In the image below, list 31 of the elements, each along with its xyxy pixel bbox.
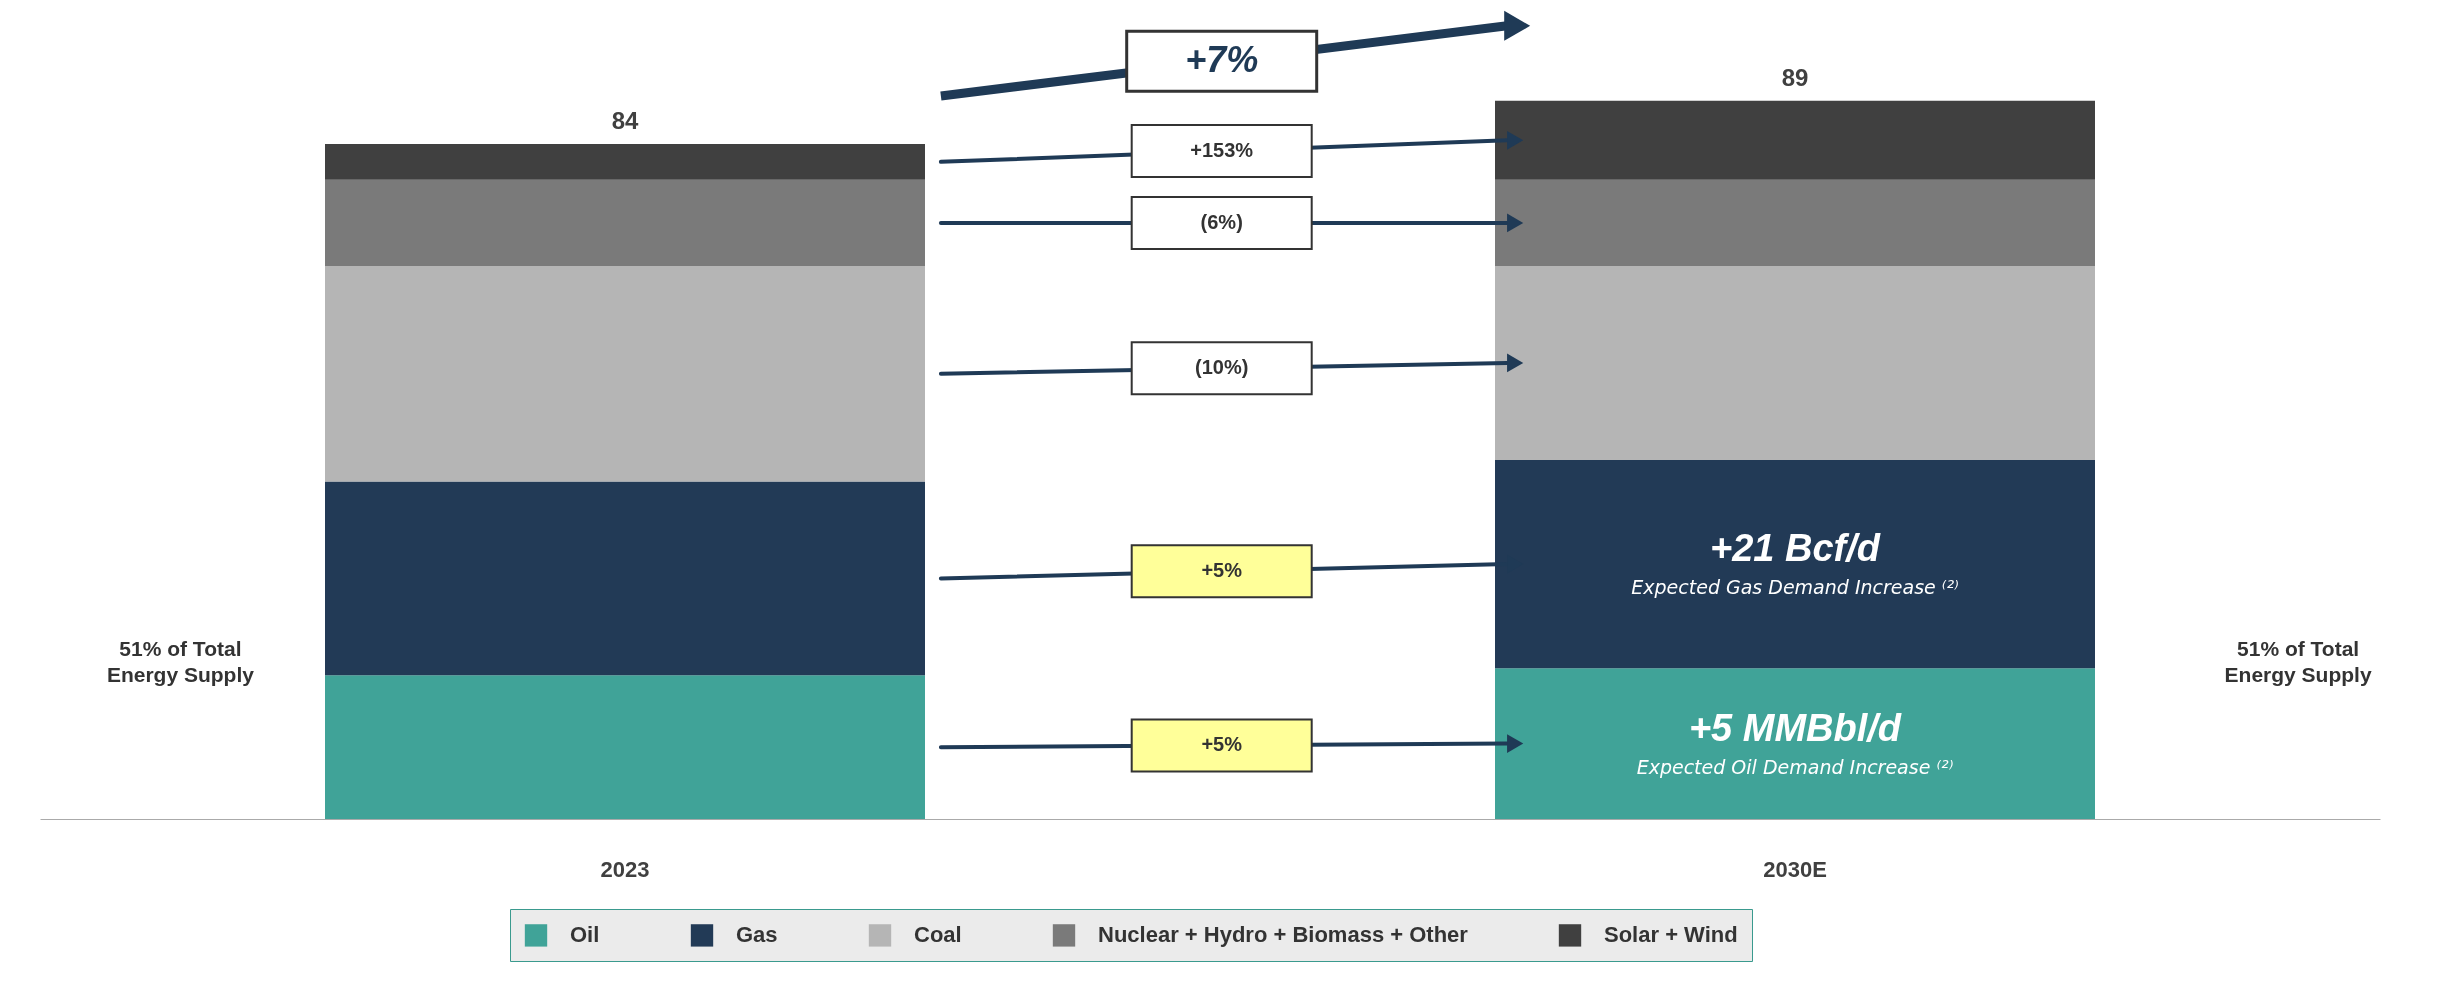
bar [325, 675, 925, 819]
annotation: (10%) [1195, 356, 1249, 379]
legend-label: Solar + Wind [1604, 922, 1738, 948]
annotation: 51% of Total Energy Supply [2224, 637, 2372, 687]
legend-label: Coal [914, 922, 962, 948]
legend-label: Oil [570, 922, 600, 948]
bar [1495, 100, 2095, 180]
bar [325, 143, 925, 180]
bar [325, 179, 925, 266]
bar [325, 481, 925, 676]
annotation: +5% [1201, 559, 1243, 582]
legend-label: Nuclear + Hydro + Biomass + Other [1098, 922, 1469, 948]
x-tick-label: 2023 [600, 856, 650, 882]
annotation: +153% [1190, 139, 1254, 162]
text: +7% [1185, 39, 1259, 81]
bar [1495, 459, 2095, 669]
annotation: Expected Oil Demand Increase ⁽²⁾ [1636, 755, 1954, 778]
annotation: 51% of Total Energy Supply [106, 637, 255, 687]
legend-label: Gas [736, 922, 778, 948]
bar [1495, 266, 2095, 460]
annotation: +5% [1201, 733, 1243, 756]
annotation: 84 [611, 106, 639, 134]
bar [1495, 668, 2095, 819]
annotation: +5 MMBbl/d [1688, 706, 1902, 749]
annotation: (6%) [1200, 210, 1243, 233]
annotation: 89 [1781, 63, 1809, 91]
annotation: +21 Bcf/d [1709, 527, 1881, 570]
bar [1495, 179, 2095, 266]
bar [325, 266, 925, 482]
annotation: Expected Gas Demand Increase ⁽²⁾ [1631, 576, 1959, 599]
x-tick-label: 2030E [1763, 856, 1827, 882]
